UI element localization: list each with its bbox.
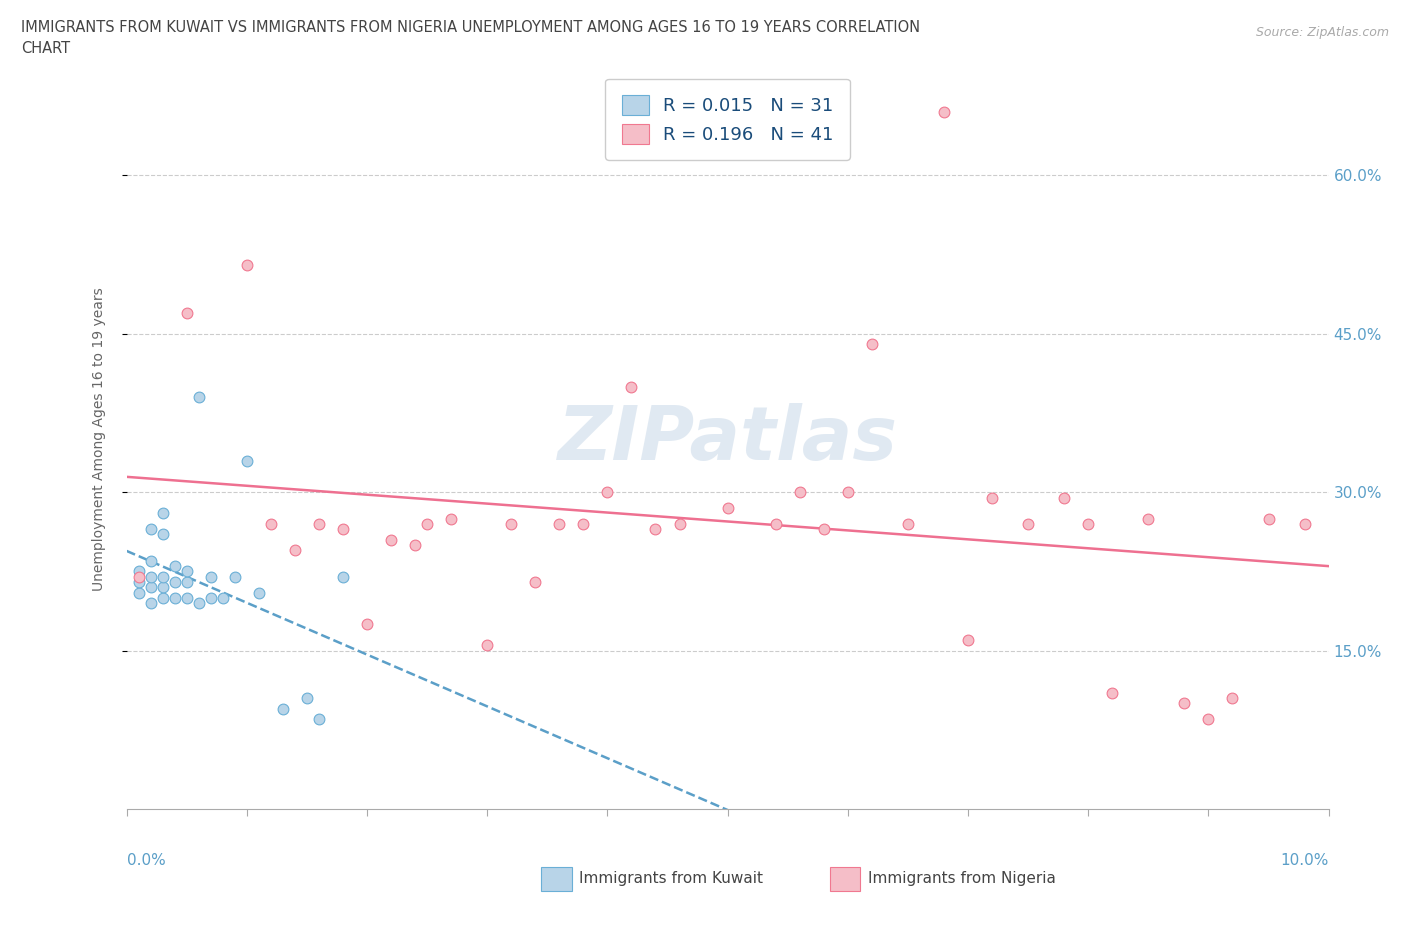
Point: [501, 516, 523, 531]
Point: [765, 516, 787, 531]
Point: [1257, 512, 1279, 526]
Point: [139, 596, 162, 611]
Point: [308, 711, 330, 726]
Point: [897, 516, 920, 531]
Text: CHART: CHART: [21, 41, 70, 56]
Legend: R = 0.015   N = 31, R = 0.196   N = 41: R = 0.015 N = 31, R = 0.196 N = 41: [606, 79, 849, 160]
Point: [1173, 696, 1195, 711]
Point: [1222, 691, 1244, 706]
Point: [356, 617, 378, 631]
Point: [1053, 490, 1076, 505]
Point: [475, 638, 498, 653]
Point: [176, 575, 198, 590]
Point: [139, 522, 162, 537]
Y-axis label: Unemployment Among Ages 16 to 19 years: Unemployment Among Ages 16 to 19 years: [91, 287, 105, 591]
Text: IMMIGRANTS FROM KUWAIT VS IMMIGRANTS FROM NIGERIA UNEMPLOYMENT AMONG AGES 16 TO : IMMIGRANTS FROM KUWAIT VS IMMIGRANTS FRO…: [21, 20, 920, 35]
Point: [716, 500, 740, 515]
Bar: [541, 867, 572, 891]
Point: [235, 258, 259, 272]
Point: [956, 632, 979, 647]
Point: [224, 569, 246, 584]
Bar: [830, 867, 860, 891]
Point: [837, 485, 859, 499]
Point: [176, 591, 198, 605]
Text: Immigrants from Kuwait: Immigrants from Kuwait: [579, 871, 763, 886]
Point: [211, 591, 233, 605]
Point: [332, 569, 354, 584]
Point: [668, 516, 690, 531]
Point: [620, 379, 643, 394]
Point: [1101, 685, 1123, 700]
Point: [152, 569, 174, 584]
Point: [789, 485, 811, 499]
Point: [1294, 516, 1316, 531]
Point: [176, 305, 198, 320]
Point: [187, 596, 209, 611]
Point: [440, 512, 463, 526]
Text: Source: ZipAtlas.com: Source: ZipAtlas.com: [1256, 26, 1389, 39]
Point: [596, 485, 619, 499]
Text: ZIPatlas: ZIPatlas: [558, 403, 897, 476]
Point: [128, 585, 150, 600]
Point: [163, 591, 186, 605]
Point: [128, 569, 150, 584]
Point: [981, 490, 1004, 505]
Text: Immigrants from Nigeria: Immigrants from Nigeria: [868, 871, 1056, 886]
Point: [235, 453, 259, 468]
Point: [416, 516, 439, 531]
Point: [152, 527, 174, 542]
Point: [813, 522, 835, 537]
Point: [860, 337, 883, 352]
Point: [572, 516, 595, 531]
Text: 0.0%: 0.0%: [127, 853, 166, 868]
Point: [187, 390, 209, 405]
Point: [128, 575, 150, 590]
Point: [247, 585, 270, 600]
Point: [139, 569, 162, 584]
Point: [1197, 711, 1219, 726]
Point: [308, 516, 330, 531]
Point: [152, 580, 174, 595]
Point: [163, 559, 186, 574]
Point: [260, 516, 283, 531]
Point: [932, 104, 955, 119]
Text: 10.0%: 10.0%: [1281, 853, 1329, 868]
Point: [284, 543, 307, 558]
Point: [1077, 516, 1099, 531]
Point: [163, 575, 186, 590]
Point: [176, 564, 198, 578]
Point: [139, 580, 162, 595]
Point: [128, 564, 150, 578]
Point: [380, 532, 402, 547]
Point: [524, 575, 547, 590]
Point: [404, 538, 426, 552]
Point: [271, 701, 294, 716]
Point: [644, 522, 666, 537]
Point: [548, 516, 571, 531]
Point: [152, 506, 174, 521]
Point: [200, 591, 222, 605]
Point: [152, 591, 174, 605]
Point: [200, 569, 222, 584]
Point: [332, 522, 354, 537]
Point: [1137, 512, 1160, 526]
Point: [295, 691, 318, 706]
Point: [1017, 516, 1039, 531]
Point: [139, 553, 162, 568]
